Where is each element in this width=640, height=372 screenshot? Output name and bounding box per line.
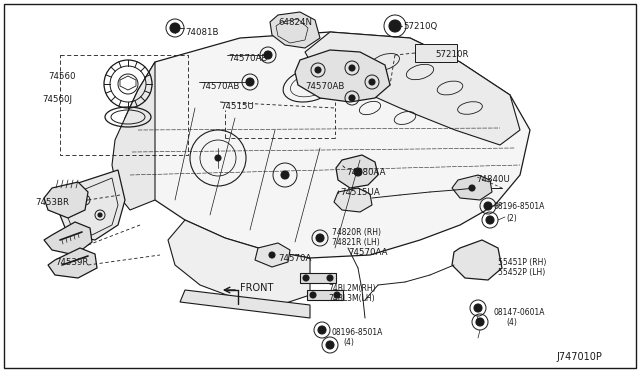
Circle shape bbox=[484, 202, 492, 210]
Text: (2): (2) bbox=[506, 214, 516, 223]
Polygon shape bbox=[44, 222, 92, 255]
Text: 57210Q: 57210Q bbox=[403, 22, 437, 31]
Bar bbox=[300, 273, 336, 283]
Polygon shape bbox=[60, 170, 125, 240]
Polygon shape bbox=[452, 240, 502, 280]
Text: 74570AB: 74570AB bbox=[228, 54, 268, 63]
Text: J747010P: J747010P bbox=[556, 352, 602, 362]
Text: 08196-8501A: 08196-8501A bbox=[494, 202, 545, 211]
Circle shape bbox=[349, 65, 355, 71]
Text: 74515U: 74515U bbox=[220, 102, 254, 111]
Text: 55451P (RH): 55451P (RH) bbox=[498, 258, 547, 267]
Circle shape bbox=[476, 318, 484, 326]
Text: 57210R: 57210R bbox=[435, 50, 468, 59]
Polygon shape bbox=[452, 175, 492, 200]
Bar bbox=[60, 55, 188, 155]
Text: 74570AA: 74570AA bbox=[348, 248, 387, 257]
Polygon shape bbox=[44, 182, 88, 218]
Circle shape bbox=[326, 341, 334, 349]
Circle shape bbox=[354, 168, 362, 176]
Circle shape bbox=[264, 51, 272, 59]
Circle shape bbox=[315, 67, 321, 73]
Text: (4): (4) bbox=[506, 318, 517, 327]
Text: 55452P (LH): 55452P (LH) bbox=[498, 268, 545, 277]
Circle shape bbox=[316, 234, 324, 242]
Circle shape bbox=[303, 275, 309, 281]
Circle shape bbox=[310, 292, 316, 298]
Circle shape bbox=[474, 304, 482, 312]
Polygon shape bbox=[48, 248, 97, 278]
Text: 74570AB: 74570AB bbox=[200, 82, 239, 91]
Circle shape bbox=[334, 292, 340, 298]
Text: 08196-8501A: 08196-8501A bbox=[332, 328, 383, 337]
Circle shape bbox=[486, 216, 494, 224]
Polygon shape bbox=[305, 32, 520, 145]
Polygon shape bbox=[255, 243, 290, 267]
Text: (4): (4) bbox=[343, 338, 354, 347]
Circle shape bbox=[98, 213, 102, 217]
Text: 74821R (LH): 74821R (LH) bbox=[332, 238, 380, 247]
Circle shape bbox=[83, 198, 87, 202]
Circle shape bbox=[246, 78, 254, 86]
Polygon shape bbox=[336, 155, 378, 188]
Bar bbox=[415, 44, 457, 62]
Circle shape bbox=[318, 326, 326, 334]
Text: 08147-0601A: 08147-0601A bbox=[494, 308, 545, 317]
Polygon shape bbox=[120, 32, 530, 258]
Text: 74081B: 74081B bbox=[185, 28, 218, 37]
Polygon shape bbox=[270, 12, 320, 48]
Bar bbox=[307, 290, 343, 300]
Text: FRONT: FRONT bbox=[240, 283, 273, 293]
Circle shape bbox=[349, 95, 355, 101]
Text: 74BL2M(RH): 74BL2M(RH) bbox=[328, 284, 376, 293]
Polygon shape bbox=[168, 220, 310, 305]
Circle shape bbox=[215, 155, 221, 161]
Text: 74560J: 74560J bbox=[42, 95, 72, 104]
Circle shape bbox=[281, 171, 289, 179]
Text: 74515UA: 74515UA bbox=[340, 188, 380, 197]
Circle shape bbox=[369, 79, 375, 85]
Text: 74840U: 74840U bbox=[476, 175, 510, 184]
Polygon shape bbox=[334, 188, 372, 212]
Circle shape bbox=[327, 275, 333, 281]
Text: 7453BR: 7453BR bbox=[35, 198, 69, 207]
Text: 74570AB: 74570AB bbox=[305, 82, 344, 91]
Text: 74BL3M(LH): 74BL3M(LH) bbox=[328, 294, 374, 303]
Text: 74580AA: 74580AA bbox=[346, 168, 385, 177]
Polygon shape bbox=[112, 62, 155, 210]
Circle shape bbox=[469, 185, 475, 191]
Text: 74560: 74560 bbox=[48, 72, 76, 81]
Text: 74820R (RH): 74820R (RH) bbox=[332, 228, 381, 237]
Polygon shape bbox=[295, 50, 390, 102]
Text: 74539R: 74539R bbox=[55, 258, 88, 267]
Text: 74570A: 74570A bbox=[278, 254, 312, 263]
Circle shape bbox=[269, 252, 275, 258]
Polygon shape bbox=[180, 290, 310, 318]
Circle shape bbox=[389, 20, 401, 32]
Text: 64824N: 64824N bbox=[278, 18, 312, 27]
Circle shape bbox=[170, 23, 180, 33]
